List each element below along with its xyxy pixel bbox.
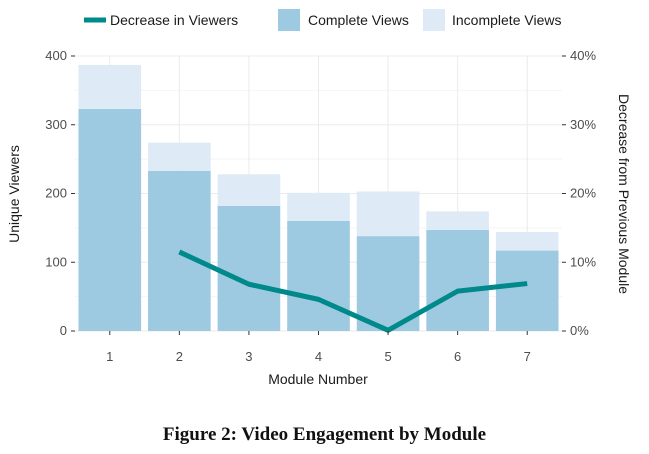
- chart: 0 100 200 300 400 0% 10% 20% 30% 40% 1 2 3 4 5 6 7 Mod…: [6, 9, 632, 387]
- decrease-line-layer: [178, 249, 528, 333]
- bar-incomplete-module-3: [217, 174, 281, 206]
- y-axis-ticks: 0 100 200 300 400: [45, 48, 75, 338]
- y2-tick-label: 10%: [570, 254, 596, 269]
- bar-incomplete-module-1: [78, 64, 142, 109]
- x-tick-label: 2: [176, 349, 183, 364]
- y2-tick-label: 0%: [570, 323, 589, 338]
- bar-incomplete-module-6: [426, 211, 489, 230]
- y2-tick-label: 40%: [570, 48, 596, 63]
- x-tick-label: 7: [524, 349, 531, 364]
- y-tick-label: 200: [45, 186, 67, 201]
- bar-complete-module-5: [356, 236, 420, 331]
- legend-swatch-incomplete: [423, 9, 445, 31]
- y2-axis-title: Decrease from Previous Module: [616, 94, 632, 294]
- bar-incomplete-module-7: [495, 232, 559, 251]
- bar-complete-module-4: [287, 221, 350, 331]
- bar-incomplete-module-2: [148, 142, 211, 171]
- legend-label-decrease: Decrease in Viewers: [110, 12, 238, 28]
- decrease-line: [178, 249, 528, 333]
- x-tick-label: 4: [315, 349, 322, 364]
- bar-incomplete-module-5: [356, 191, 420, 237]
- x-tick-label: 3: [245, 349, 252, 364]
- x-tick-label: 1: [106, 349, 113, 364]
- y2-tick-label: 20%: [570, 186, 596, 201]
- y2-tick-label: 30%: [570, 117, 596, 132]
- y-tick-label: 100: [45, 254, 67, 269]
- x-axis-title: Module Number: [268, 371, 368, 387]
- x-tick-label: 5: [384, 349, 391, 364]
- x-axis-ticks: 1 2 3 4 5 6 7: [106, 331, 531, 364]
- legend: Decrease in Viewers Complete Views Incom…: [84, 9, 561, 31]
- y-axis-title: Unique Viewers: [6, 145, 22, 243]
- legend-label-incomplete: Incomplete Views: [452, 12, 561, 28]
- y-tick-label: 0: [60, 323, 67, 338]
- y-tick-label: 300: [45, 117, 67, 132]
- figure-caption: Figure 2: Video Engagement by Module: [162, 424, 487, 445]
- bar-complete-module-3: [217, 205, 281, 331]
- y-tick-label: 400: [45, 48, 67, 63]
- bars: [78, 64, 559, 331]
- y2-axis-ticks: 0% 10% 20% 30% 40%: [562, 48, 596, 338]
- bar-incomplete-module-4: [287, 192, 350, 221]
- bar-complete-module-2: [148, 170, 211, 331]
- legend-label-complete: Complete Views: [308, 12, 409, 28]
- legend-swatch-complete: [278, 9, 300, 31]
- x-tick-label: 6: [454, 349, 461, 364]
- bar-complete-module-1: [78, 108, 142, 331]
- bar-complete-module-7: [495, 250, 559, 331]
- bar-complete-module-6: [426, 229, 489, 331]
